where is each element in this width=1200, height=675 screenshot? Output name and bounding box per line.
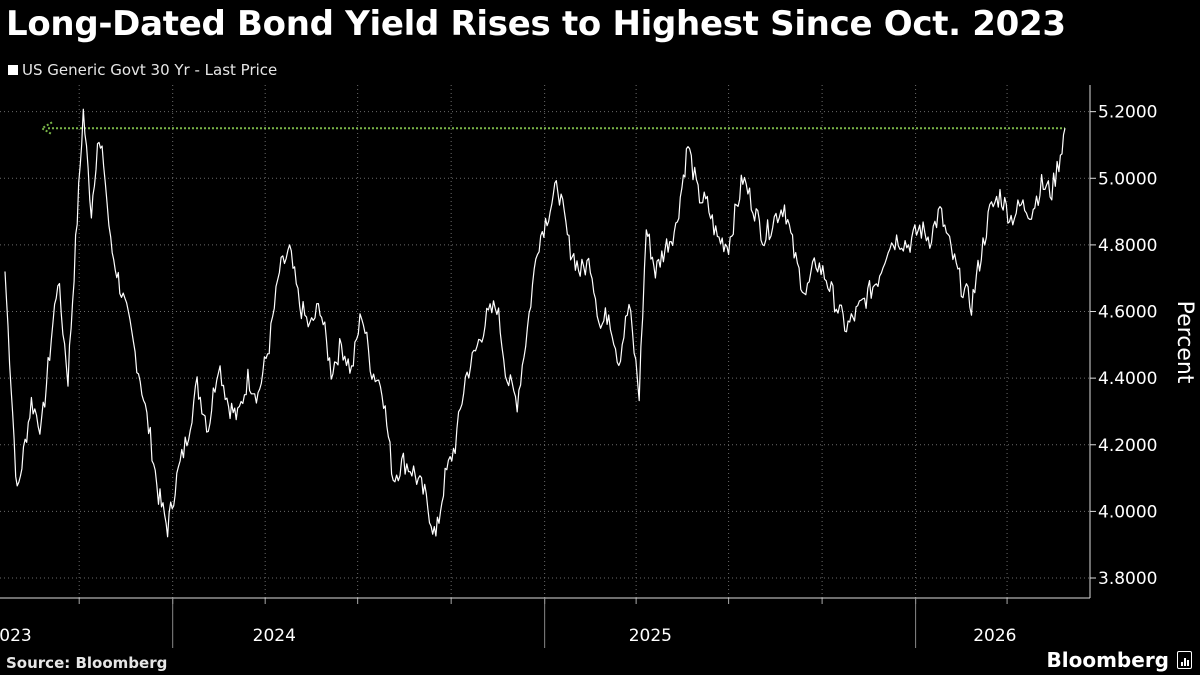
y-tick-label: 5.2000 [1098, 103, 1157, 123]
brand-logo: Bloomberg [1047, 648, 1192, 672]
legend-label: US Generic Govt 30 Yr - Last Price [22, 61, 278, 79]
y-tick-label: 4.6000 [1098, 303, 1157, 323]
y-tick-label: 4.8000 [1098, 236, 1157, 256]
x-tick-label: 2025 [629, 626, 672, 646]
x-tick-label: 2023 [0, 626, 32, 646]
series-group [4, 108, 1066, 538]
y-tick-label: 3.8000 [1098, 569, 1157, 589]
x-tick-label: 2026 [973, 626, 1016, 646]
x-tick-label: 2024 [253, 626, 296, 646]
series-line [4, 108, 1066, 538]
y-axis: 3.8000 4.0000 4.2000 4.4000 4.6000 4.8000 5.00… [1089, 85, 1157, 598]
y-tick-label: 4.2000 [1098, 436, 1157, 456]
y-tick-label: 5.0000 [1098, 169, 1157, 189]
chart-title: Long-Dated Bond Yield Rises to Highest S… [6, 4, 1066, 44]
reference-line-group [40, 121, 1065, 136]
reference-arrow [40, 121, 53, 136]
legend: US Generic Govt 30 Yr - Last Price [8, 61, 277, 79]
chart-badge-icon [1177, 651, 1192, 669]
x-axis: 2023 2024 2025 2026 [0, 597, 1090, 648]
legend-swatch [8, 65, 18, 75]
y-tick-label: 4.0000 [1098, 502, 1157, 522]
brand-wordmark: Bloomberg [1046, 648, 1169, 672]
y-axis-title: Percent [1172, 301, 1197, 384]
grid-lines [0, 85, 1090, 598]
y-tick-label: 4.4000 [1098, 369, 1157, 389]
source-note: Source: Bloomberg [6, 654, 168, 672]
